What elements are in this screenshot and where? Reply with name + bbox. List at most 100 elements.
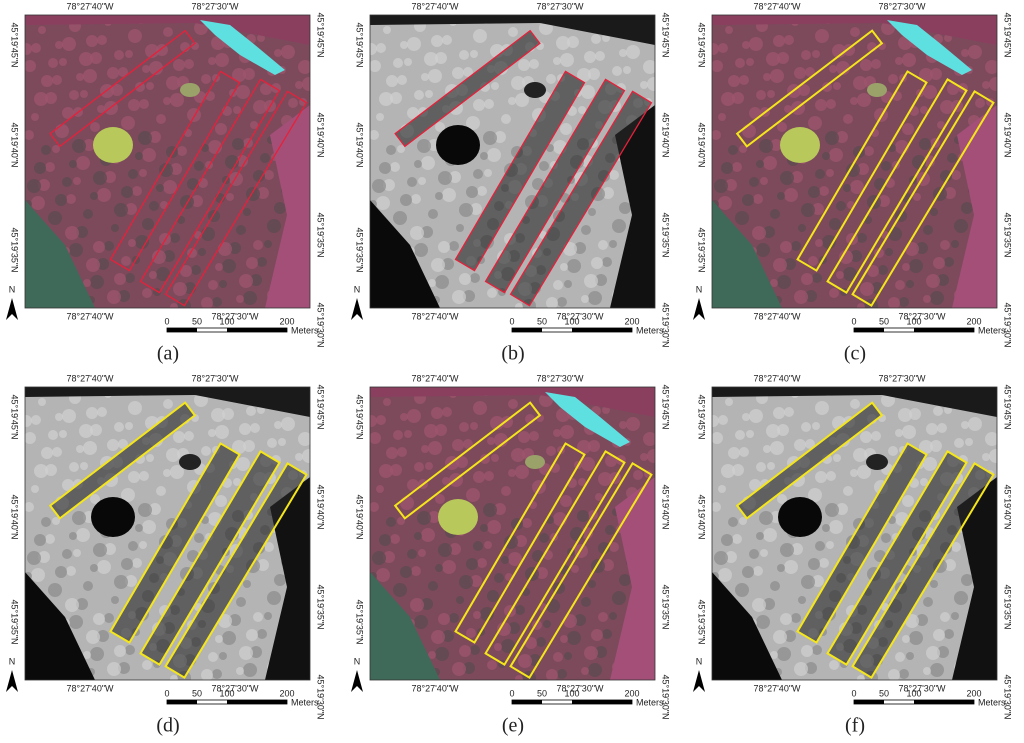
scale-bar	[572, 328, 632, 332]
canopy	[801, 50, 811, 60]
canopy	[463, 439, 473, 449]
canopy	[812, 645, 822, 655]
canopy	[898, 408, 912, 422]
canopy	[187, 108, 201, 122]
canopy	[518, 59, 530, 71]
canopy	[760, 177, 768, 185]
left-label: 45°19'40"N	[10, 494, 20, 539]
canopy	[484, 169, 492, 177]
canopy	[421, 73, 429, 81]
canopy	[543, 620, 551, 628]
canopy	[784, 258, 796, 270]
canopy	[90, 647, 104, 661]
canopy	[815, 471, 827, 483]
canopy	[156, 267, 170, 281]
canopy	[25, 60, 36, 72]
dark-area	[610, 477, 655, 680]
dark-area	[25, 572, 95, 680]
canopy	[295, 81, 303, 89]
canopy	[435, 122, 445, 132]
canopy	[31, 485, 39, 493]
canopy	[770, 209, 780, 219]
canopy	[926, 646, 940, 660]
canopy	[170, 233, 180, 243]
canopy	[595, 51, 605, 61]
canopy	[850, 180, 864, 194]
canopy	[215, 123, 227, 135]
canopy	[619, 574, 631, 586]
canopy	[633, 470, 643, 480]
canopy	[477, 558, 487, 568]
north-arrow	[351, 298, 363, 320]
canopy	[773, 35, 785, 47]
canopy	[407, 107, 419, 119]
canopy	[770, 279, 778, 287]
canopy	[612, 591, 626, 605]
canopy	[428, 441, 442, 455]
canopy	[857, 163, 869, 175]
canopy	[93, 171, 107, 185]
canopy	[302, 449, 310, 463]
canopy	[612, 219, 626, 233]
canopy	[930, 580, 938, 588]
canopy	[45, 464, 57, 476]
canopy	[777, 564, 785, 572]
outline	[454, 70, 586, 272]
canopy	[417, 139, 431, 153]
canopy	[62, 177, 72, 187]
dark-area	[265, 105, 310, 308]
bottom-label: 78°27'30"W	[211, 683, 259, 693]
canopy	[383, 551, 395, 563]
left-label: 45°19'40"N	[697, 494, 707, 539]
right-label: 45°19'45"N	[661, 12, 671, 57]
canopy	[97, 560, 111, 574]
canopy	[777, 52, 789, 64]
canopy	[152, 250, 166, 264]
canopy	[853, 448, 867, 462]
canopy	[515, 93, 529, 107]
canopy	[83, 279, 91, 287]
canopy	[843, 114, 853, 124]
canopy	[83, 209, 93, 219]
canopy	[27, 551, 41, 565]
canopy	[97, 35, 107, 45]
canopy	[919, 440, 933, 454]
canopy	[55, 41, 63, 49]
canopy	[404, 58, 412, 66]
canopy	[878, 265, 888, 275]
canopy	[595, 493, 603, 501]
canopy	[728, 517, 738, 527]
canopy	[55, 124, 69, 138]
canopy	[243, 68, 255, 80]
scale-label: 100	[906, 688, 921, 698]
canopy	[484, 541, 492, 549]
map-frame	[24, 386, 311, 681]
canopy	[79, 52, 93, 66]
canopy	[211, 408, 225, 422]
scale-label: 50	[537, 316, 547, 326]
canopy	[410, 226, 424, 240]
canopy	[421, 598, 433, 610]
clearing	[778, 497, 822, 537]
canopy	[34, 92, 48, 106]
canopy	[930, 663, 944, 677]
canopy	[232, 138, 244, 150]
canopy	[940, 612, 950, 622]
canopy	[770, 139, 782, 151]
canopy	[76, 445, 84, 453]
canopy	[759, 511, 773, 525]
canopy	[843, 267, 857, 281]
canopy	[926, 274, 940, 288]
canopy	[132, 558, 142, 568]
canopy	[473, 401, 487, 415]
canopy	[383, 26, 391, 34]
canopy	[201, 227, 215, 241]
canopy	[128, 239, 136, 247]
canopy	[752, 226, 766, 240]
canopy	[253, 240, 263, 250]
left-label: 45°19'40"N	[355, 122, 365, 167]
canopy	[902, 263, 910, 271]
canopy	[257, 257, 267, 267]
canopy	[843, 486, 853, 496]
canopy	[598, 542, 610, 554]
